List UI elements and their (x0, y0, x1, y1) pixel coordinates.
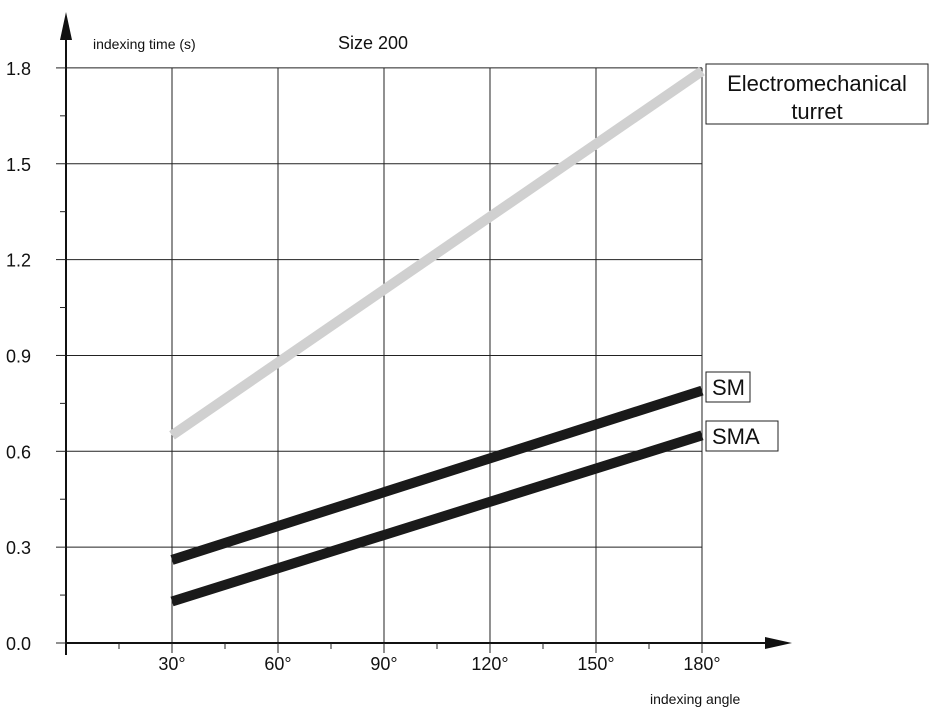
x-axis-label: indexing angle (650, 691, 741, 707)
x-tick-label: 150° (577, 654, 614, 674)
y-tick-label: 1.2 (6, 251, 31, 271)
axes (60, 12, 792, 655)
y-tick-label: 0.6 (6, 442, 31, 462)
y-axis-label: indexing time (s) (93, 36, 196, 52)
y-tick-label: 0.9 (6, 346, 31, 366)
y-axis-arrow (60, 12, 72, 40)
y-tick-label: 1.5 (6, 155, 31, 175)
series-line (170, 385, 704, 565)
chart-title: Size 200 (338, 33, 408, 53)
x-axis-arrow (765, 637, 792, 649)
y-tick-label: 0.0 (6, 634, 31, 654)
series-label-box (705, 371, 751, 403)
series-labels: Electromechanical turret SM SMA (705, 63, 929, 452)
series-line (170, 430, 704, 607)
x-tick-label: 60° (264, 654, 291, 674)
series-label: Electromechanical (727, 71, 907, 96)
grid (66, 67, 703, 643)
x-tick-label: 180° (683, 654, 720, 674)
series-label: SMA (712, 424, 760, 449)
y-tick-label: 1.8 (6, 59, 31, 79)
series-label: SM (712, 375, 745, 400)
ticks: 0.0 0.3 0.6 0.9 1.2 1.5 1.8 30° 60° 90° 120° 150° 18… (6, 59, 721, 674)
x-tick-label: 30° (158, 654, 185, 674)
series-label-box (705, 63, 929, 125)
series-label: turret (791, 99, 842, 124)
series (169, 66, 705, 607)
series-label-box (705, 420, 779, 452)
y-tick-label: 0.3 (6, 538, 31, 558)
x-tick-label: 90° (370, 654, 397, 674)
x-tick-label: 120° (471, 654, 508, 674)
series-line (169, 66, 705, 440)
